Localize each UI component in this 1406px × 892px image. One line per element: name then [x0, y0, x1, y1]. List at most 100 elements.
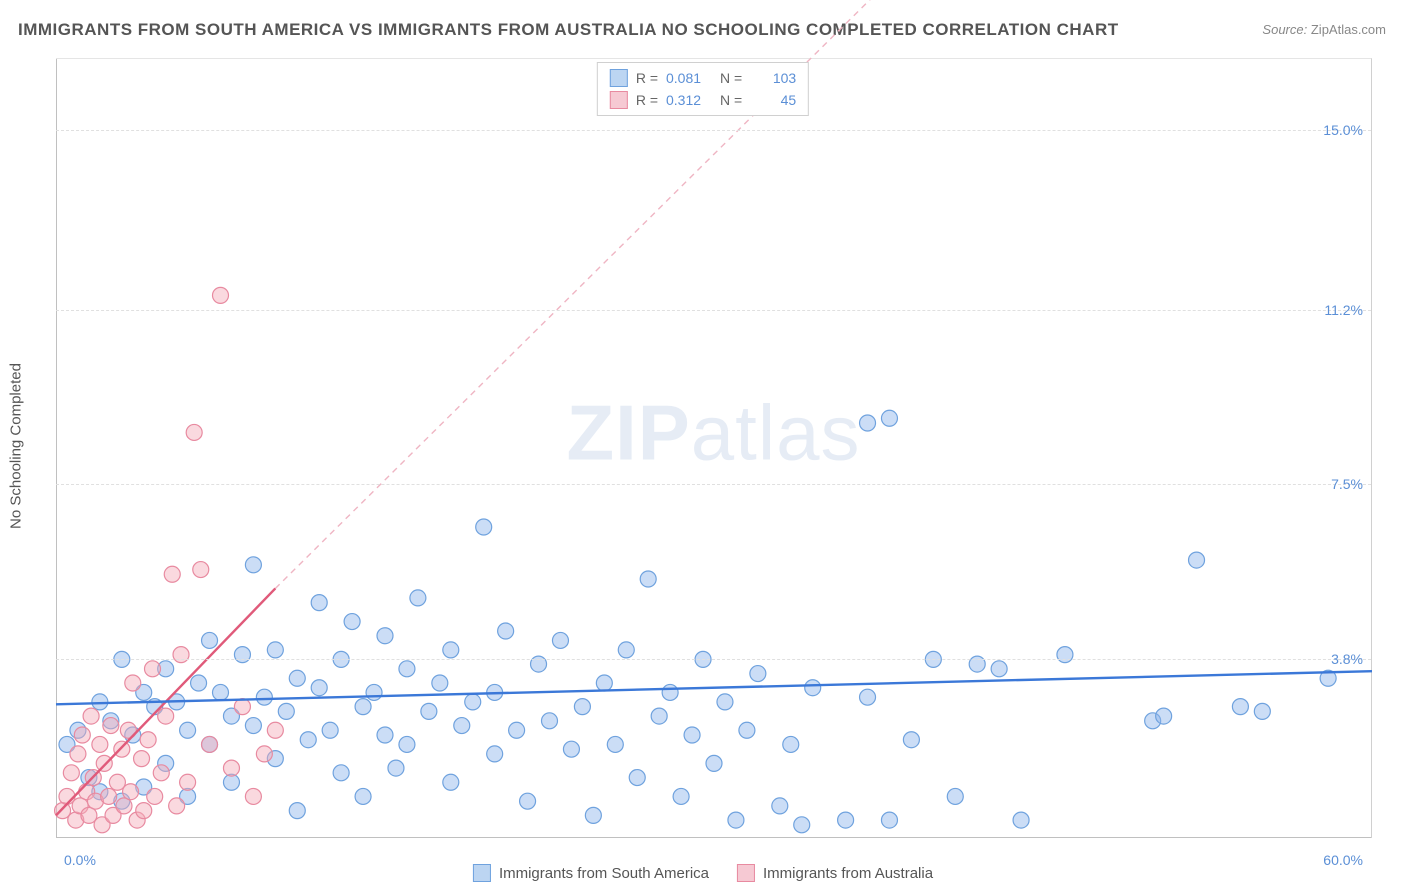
data-point — [1254, 703, 1270, 719]
data-point — [563, 741, 579, 757]
data-point — [860, 415, 876, 431]
data-point — [629, 770, 645, 786]
data-point — [410, 590, 426, 606]
data-point — [684, 727, 700, 743]
data-point — [116, 798, 132, 814]
data-point — [520, 793, 536, 809]
y-tick-label: 15.0% — [1323, 122, 1363, 138]
data-point — [673, 788, 689, 804]
data-point — [278, 703, 294, 719]
data-point — [881, 410, 897, 426]
legend-n-value: 45 — [750, 92, 796, 108]
legend-r-value: 0.312 — [666, 92, 712, 108]
data-point — [300, 732, 316, 748]
legend-swatch — [610, 91, 628, 109]
legend-r-value: 0.081 — [666, 70, 712, 86]
data-point — [750, 666, 766, 682]
data-point — [63, 765, 79, 781]
data-point — [552, 632, 568, 648]
data-point — [267, 642, 283, 658]
data-point — [96, 755, 112, 771]
data-point — [311, 595, 327, 611]
data-point — [169, 798, 185, 814]
data-point — [164, 566, 180, 582]
data-point — [509, 722, 525, 738]
data-point — [140, 732, 156, 748]
legend-series-item: Immigrants from Australia — [737, 864, 933, 882]
legend-r-label: R = — [636, 70, 658, 86]
data-point — [388, 760, 404, 776]
data-point — [1013, 812, 1029, 828]
data-point — [421, 703, 437, 719]
source-value: ZipAtlas.com — [1311, 22, 1386, 37]
data-point — [640, 571, 656, 587]
data-point — [443, 774, 459, 790]
data-point — [498, 623, 514, 639]
legend-series-label: Immigrants from Australia — [763, 865, 933, 882]
source-attribution: Source: ZipAtlas.com — [1262, 22, 1386, 37]
legend-n-label: N = — [720, 70, 742, 86]
data-point — [234, 699, 250, 715]
legend-r-label: R = — [636, 92, 658, 108]
data-point — [180, 774, 196, 790]
data-point — [662, 684, 678, 700]
data-point — [1156, 708, 1172, 724]
data-point — [136, 803, 152, 819]
data-point — [322, 722, 338, 738]
plot-svg — [56, 59, 1371, 838]
data-point — [728, 812, 744, 828]
gridline — [56, 310, 1371, 311]
data-point — [123, 784, 139, 800]
legend-correlation: R =0.081N =103R =0.312N =45 — [597, 62, 809, 116]
data-point — [903, 732, 919, 748]
data-point — [1232, 699, 1248, 715]
data-point — [145, 661, 161, 677]
data-point — [245, 718, 261, 734]
data-point — [772, 798, 788, 814]
data-point — [267, 722, 283, 738]
y-tick-label: 7.5% — [1331, 476, 1363, 492]
data-point — [399, 661, 415, 677]
data-point — [180, 722, 196, 738]
data-point — [213, 287, 229, 303]
data-point — [596, 675, 612, 691]
data-point — [213, 684, 229, 700]
gridline — [56, 130, 1371, 131]
data-point — [805, 680, 821, 696]
trend-line — [56, 671, 1372, 704]
data-point — [574, 699, 590, 715]
data-point — [881, 812, 897, 828]
data-point — [794, 817, 810, 833]
data-point — [289, 670, 305, 686]
legend-series-item: Immigrants from South America — [473, 864, 709, 882]
data-point — [585, 807, 601, 823]
data-point — [245, 557, 261, 573]
data-point — [838, 812, 854, 828]
data-point — [860, 689, 876, 705]
data-point — [256, 689, 272, 705]
y-tick-label: 11.2% — [1324, 302, 1363, 318]
data-point — [186, 424, 202, 440]
y-tick-label: 3.8% — [1331, 651, 1363, 667]
data-point — [202, 632, 218, 648]
data-point — [245, 788, 261, 804]
data-point — [70, 746, 86, 762]
data-point — [377, 727, 393, 743]
data-point — [432, 675, 448, 691]
data-point — [101, 788, 117, 804]
data-point — [476, 519, 492, 535]
data-point — [739, 722, 755, 738]
data-point — [193, 562, 209, 578]
legend-correlation-row: R =0.312N =45 — [610, 89, 796, 111]
data-point — [92, 736, 108, 752]
data-point — [134, 751, 150, 767]
legend-correlation-row: R =0.081N =103 — [610, 67, 796, 89]
data-point — [333, 765, 349, 781]
legend-series-label: Immigrants from South America — [499, 865, 709, 882]
data-point — [377, 628, 393, 644]
gridline — [56, 659, 1371, 660]
plot-area: ZIPatlas 0.0% 60.0% 3.8%7.5%11.2%15.0% — [56, 58, 1372, 838]
data-point — [202, 736, 218, 752]
data-point — [83, 708, 99, 724]
data-point — [1189, 552, 1205, 568]
